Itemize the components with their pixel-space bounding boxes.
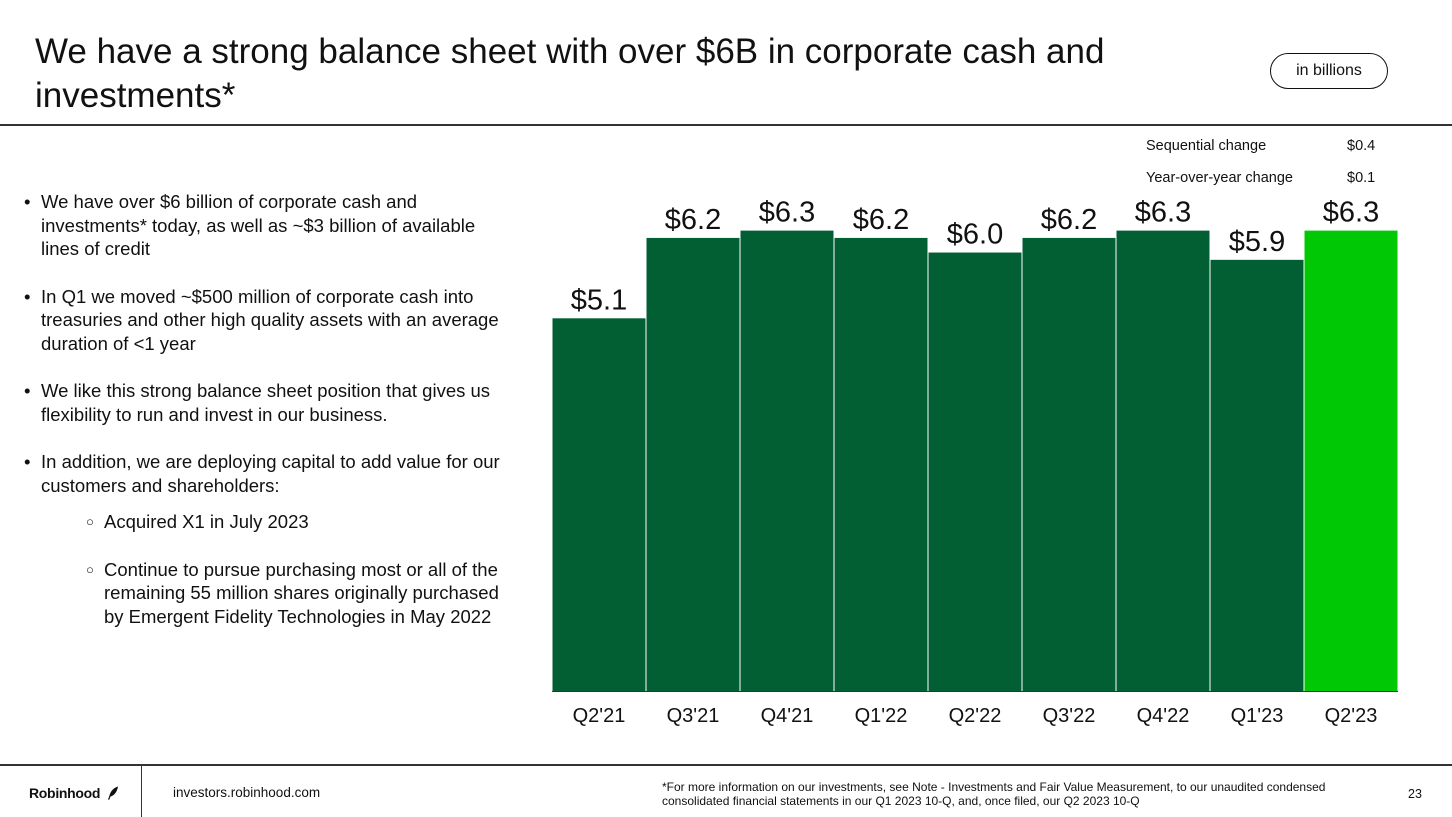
logo-text: Robinhood bbox=[29, 785, 101, 801]
bullet-circle-icon: ○ bbox=[86, 561, 94, 577]
header-divider bbox=[0, 124, 1452, 126]
bar-Q2'21 bbox=[552, 318, 646, 691]
sequential-change-value: $0.4 bbox=[1347, 138, 1376, 154]
sub-bullet-item: ○ Continue to pursue purchasing most or … bbox=[41, 558, 514, 629]
sub-bullet-item: ○ Acquired X1 in July 2023 bbox=[41, 510, 514, 534]
bar-value-label: $6.3 bbox=[1323, 200, 1379, 229]
bullet-item: • We like this strong balance sheet posi… bbox=[24, 379, 514, 426]
bar-value-label: $6.3 bbox=[759, 200, 815, 229]
x-tick-label: Q2'23 bbox=[1325, 705, 1378, 727]
sub-bullet-text: Acquired X1 in July 2023 bbox=[104, 511, 309, 532]
bar-Q4'21 bbox=[740, 230, 834, 691]
yoy-change-label: Year-over-year change bbox=[1146, 170, 1293, 186]
bullet-text: In addition, we are deploying capital to… bbox=[41, 451, 500, 496]
sub-bullet-list: ○ Acquired X1 in July 2023 ○ Continue to… bbox=[41, 510, 514, 628]
bar-value-label: $6.2 bbox=[1041, 204, 1097, 236]
footnote: *For more information on our investments… bbox=[662, 780, 1326, 808]
yoy-change-row: Year-over-year change $0.1 bbox=[1146, 168, 1386, 200]
bar-Q3'21 bbox=[646, 237, 740, 691]
bullet-item: • In Q1 we moved ~$500 million of corpor… bbox=[24, 285, 514, 356]
x-tick-label: Q2'21 bbox=[573, 705, 626, 727]
bullet-dot-icon: • bbox=[24, 380, 31, 401]
bullet-dot-icon: • bbox=[24, 285, 31, 307]
x-tick-label: Q1'23 bbox=[1231, 705, 1284, 727]
sequential-change-row: Sequential change $0.4 bbox=[1146, 136, 1386, 168]
bullet-text: In Q1 we moved ~$500 million of corporat… bbox=[41, 285, 499, 354]
bar-Q3'22 bbox=[1022, 237, 1116, 691]
bullet-list: • We have over $6 billion of corporate c… bbox=[24, 190, 514, 652]
units-badge: in billions bbox=[1270, 53, 1388, 89]
cash-investments-bar-chart: $5.1 Q2'21 $6.2 Q3'21 $6.3 Q4'21 $6.2 Q1'22 $6.0… bbox=[552, 200, 1398, 727]
page-number: 23 bbox=[1408, 787, 1422, 801]
page-title: We have a strong balance sheet with over… bbox=[35, 32, 1105, 115]
bar-Q2'22 bbox=[928, 252, 1022, 691]
x-tick-label: Q4'22 bbox=[1137, 705, 1190, 727]
x-tick-label: Q1'22 bbox=[855, 705, 908, 727]
bullet-text: We like this strong balance sheet positi… bbox=[41, 380, 491, 425]
bullet-item: • In addition, we are deploying capital … bbox=[24, 450, 514, 628]
bullet-circle-icon: ○ bbox=[86, 514, 94, 529]
robinhood-logo: Robinhood bbox=[29, 785, 119, 801]
x-tick-label: Q3'22 bbox=[1043, 705, 1096, 727]
bar-Q1'23 bbox=[1210, 259, 1304, 691]
investor-site-link[interactable]: investors.robinhood.com bbox=[173, 785, 321, 800]
bar-Q2'23 bbox=[1304, 230, 1398, 691]
bar-Q4'22 bbox=[1116, 230, 1210, 691]
sequential-change-label: Sequential change bbox=[1146, 138, 1267, 154]
x-tick-label: Q2'22 bbox=[949, 705, 1002, 727]
bullet-dot-icon: • bbox=[24, 451, 31, 472]
bar-value-label: $6.2 bbox=[665, 204, 721, 236]
bar-value-label: $5.1 bbox=[571, 284, 627, 316]
x-tick-label: Q4'21 bbox=[761, 705, 814, 727]
bullet-text: We have over $6 billion of corporate cas… bbox=[41, 191, 476, 259]
x-tick-label: Q3'21 bbox=[667, 705, 720, 727]
feather-icon bbox=[107, 786, 118, 800]
bullet-dot-icon: • bbox=[24, 191, 31, 212]
bar-Q1'22 bbox=[834, 237, 928, 691]
footer-divider bbox=[0, 764, 1452, 766]
sub-bullet-text: Continue to pursue purchasing most or al… bbox=[104, 558, 499, 627]
footer-vertical-divider bbox=[141, 765, 142, 817]
bullet-item: • We have over $6 billion of corporate c… bbox=[24, 190, 514, 261]
bar-value-label: $5.9 bbox=[1229, 226, 1285, 258]
yoy-change-value: $0.1 bbox=[1347, 170, 1376, 186]
bar-value-label: $6.0 bbox=[947, 219, 1003, 251]
bar-value-label: $6.2 bbox=[853, 204, 909, 236]
change-summary: Sequential change $0.4 Year-over-year ch… bbox=[1146, 136, 1386, 200]
bar-value-label: $6.3 bbox=[1135, 200, 1191, 229]
